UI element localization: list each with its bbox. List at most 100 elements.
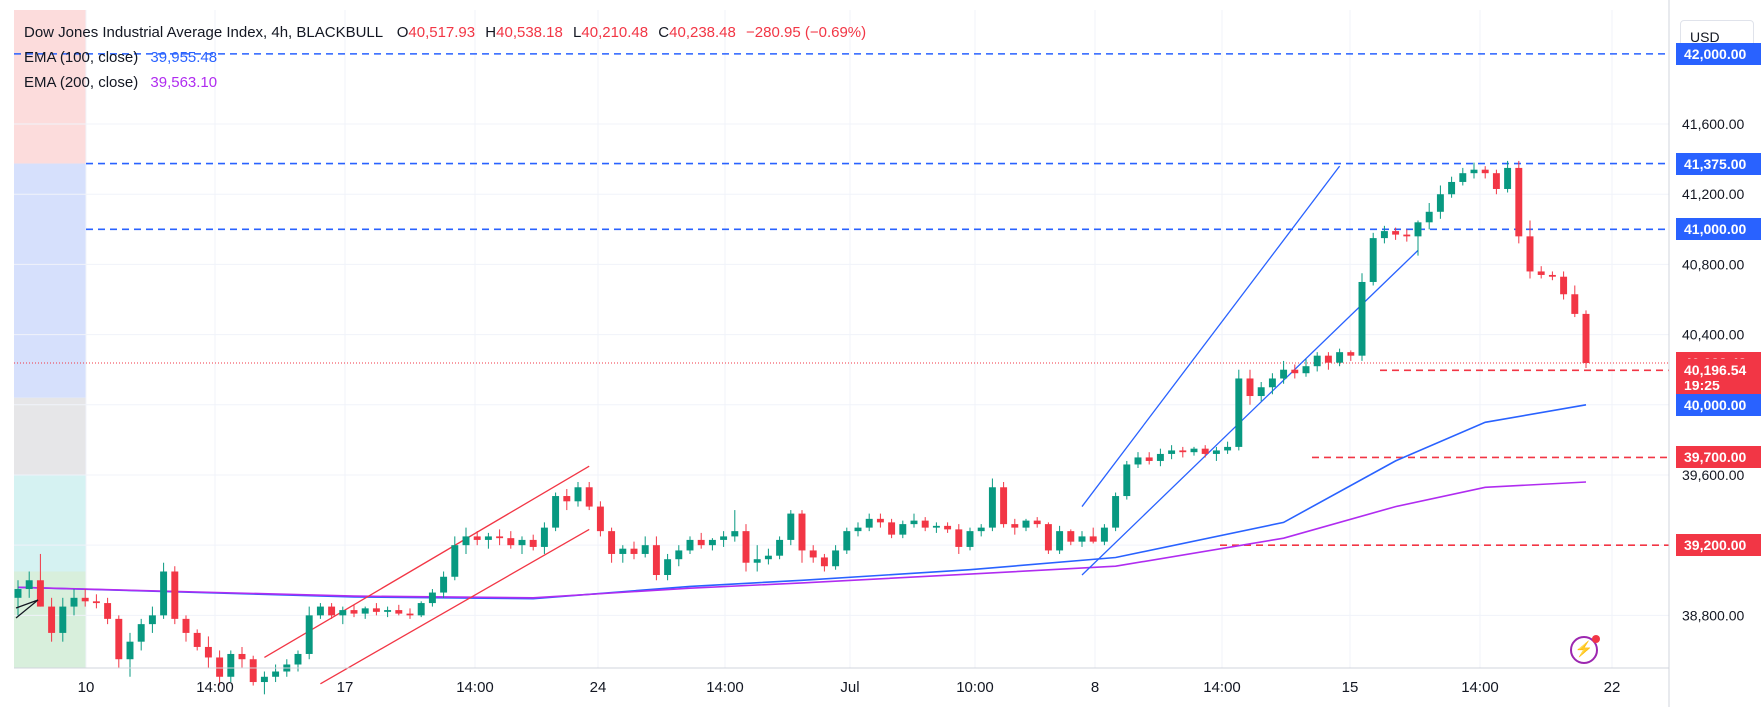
candle-body-37: [428, 592, 436, 604]
candle-body-102: [1156, 453, 1164, 461]
candle-body-93: [1056, 531, 1064, 551]
open-key: O: [396, 24, 409, 41]
candle-body-77: [876, 518, 884, 523]
candle-body-67: [764, 555, 772, 560]
y-tick-label-1: 41,200.00: [1682, 186, 1744, 202]
candle-body-128: [1448, 181, 1456, 195]
candle-body-54: [619, 548, 627, 554]
candle-body-92: [1044, 524, 1052, 551]
candle-body-50: [574, 487, 582, 502]
candle-body-46: [529, 539, 537, 547]
open-value: 40,517.93: [408, 24, 476, 41]
x-tick-label-7: 10:00: [956, 679, 994, 696]
legend-ema200-row[interactable]: EMA (200, close) 39,563.10: [24, 70, 866, 95]
candle-body-7: [92, 601, 100, 604]
ema-line-100: [17, 404, 1587, 600]
red-channel-lower: [320, 528, 590, 685]
candle-body-12: [148, 615, 156, 625]
candle-body-40: [462, 536, 470, 546]
candle-body-19: [227, 653, 235, 677]
candle-body-43: [496, 536, 504, 539]
price-tag-5[interactable]: 40,000.00: [1676, 393, 1761, 416]
candle-body-22: [260, 676, 268, 683]
candle-body-106: [1201, 448, 1209, 454]
x-tick-label-12: 22: [1604, 679, 1621, 696]
candle-body-36: [417, 603, 425, 616]
price-tag-2[interactable]: 41,000.00: [1676, 218, 1761, 241]
candle-body-30: [350, 610, 358, 614]
candle-body-98: [1112, 496, 1120, 528]
candle-body-87: [988, 487, 996, 528]
candle-body-31: [361, 608, 369, 614]
candle-body-5: [70, 597, 78, 607]
candle-body-38: [440, 576, 448, 593]
ema200-label: EMA (200, close): [24, 74, 139, 91]
candle-body-47: [540, 527, 548, 547]
candle-body-79: [899, 524, 907, 535]
candle-body-52: [596, 506, 604, 532]
candle-body-120: [1358, 281, 1366, 356]
candle-body-57: [652, 545, 660, 576]
candle-body-21: [249, 659, 257, 683]
price-tag-4[interactable]: 40,196.54: [1676, 359, 1761, 382]
candle-body-73: [832, 550, 840, 567]
close-value: 40,238.48: [669, 24, 736, 41]
candle-body-41: [473, 536, 481, 540]
zone-band-0: [14, 10, 86, 164]
candle-body-95: [1078, 536, 1086, 542]
candle-body-25: [294, 653, 302, 665]
candle-body-131: [1481, 169, 1489, 174]
x-tick-label-8: 8: [1091, 679, 1099, 696]
ema-line-200: [17, 481, 1587, 599]
candle-body-108: [1224, 446, 1232, 451]
candle-body-94: [1067, 531, 1075, 542]
symbol-label[interactable]: Dow Jones Industrial Average Index, 4h, …: [24, 24, 383, 41]
y-tick-label-0: 41,600.00: [1682, 116, 1744, 132]
candle-body-28: [328, 606, 336, 616]
candle-body-18: [216, 657, 224, 677]
candle-body-60: [686, 539, 694, 551]
zone-band-3: [14, 474, 86, 572]
price-tag-6[interactable]: 39,700.00: [1676, 446, 1761, 469]
candle-body-51: [585, 487, 593, 507]
candle-body-90: [1022, 520, 1030, 528]
legend-symbol-row: Dow Jones Industrial Average Index, 4h, …: [24, 20, 866, 45]
candle-body-96: [1089, 536, 1097, 542]
candle-body-23: [272, 671, 280, 677]
candle-body-112: [1268, 378, 1276, 388]
candle-body-86: [977, 527, 985, 532]
candle-body-66: [753, 559, 761, 563]
candle-body-3: [48, 606, 56, 633]
candle-body-33: [384, 610, 392, 612]
candle-body-137: [1548, 274, 1556, 277]
candle-body-53: [608, 531, 616, 554]
chart-legend: Dow Jones Industrial Average Index, 4h, …: [24, 20, 866, 95]
candle-body-124: [1403, 234, 1411, 237]
candle-body-119: [1347, 352, 1355, 356]
lightning-icon[interactable]: ⚡: [1570, 635, 1600, 664]
price-tag-1[interactable]: 41,375.00: [1676, 152, 1761, 175]
candle-body-116: [1313, 355, 1321, 367]
legend-ema100-row[interactable]: EMA (100, close) 39,955.48: [24, 45, 866, 70]
candle-body-83: [944, 525, 952, 530]
candle-body-27: [316, 606, 324, 616]
candle-body-13: [160, 571, 168, 616]
x-tick-label-6: Jul: [840, 679, 859, 696]
x-tick-label-3: 14:00: [456, 679, 494, 696]
candle-body-105: [1190, 448, 1198, 453]
candle-body-0: [14, 589, 22, 598]
candle-body-118: [1336, 352, 1344, 363]
candle-body-6: [81, 597, 89, 602]
high-key: H: [485, 24, 497, 41]
price-tag-7[interactable]: 39,200.00: [1676, 534, 1761, 557]
ema100-value: 39,955.48: [150, 49, 218, 66]
candle-body-138: [1560, 276, 1568, 295]
price-tag-0[interactable]: 42,000.00: [1676, 42, 1761, 65]
red-channel-upper: [264, 465, 590, 659]
candle-body-113: [1280, 369, 1288, 379]
candle-body-4: [59, 606, 67, 633]
candle-body-55: [630, 548, 638, 554]
candle-body-103: [1168, 450, 1176, 454]
